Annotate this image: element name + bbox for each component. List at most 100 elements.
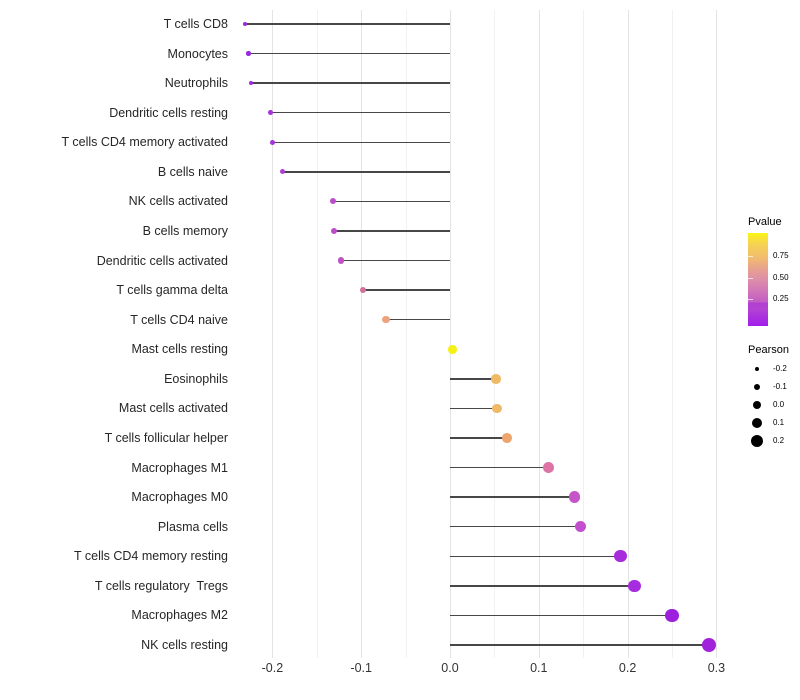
lollipop-dot [268,110,273,116]
pvalue-colorbar-tick [748,255,753,257]
lollipop-dot [329,198,336,205]
y-axis-label: T cells CD4 memory resting [74,549,228,564]
pearson-legend-dot [753,383,761,391]
lollipop-dot [628,579,641,593]
gridline-minor [672,10,673,658]
lollipop-stem [450,496,575,498]
lollipop-dot [491,374,501,384]
y-axis-labels: T cells CD8 Monocytes Neutrophils Dendritic… [0,0,229,700]
pvalue-colorbar [748,233,768,326]
x-axis-tick-label: -0.1 [350,661,372,675]
x-axis-tick-label: 0.0 [441,661,459,675]
lollipop-dot [330,227,337,235]
y-axis-label: Macrophages M2 [131,608,228,623]
y-axis-label: B cells naive [157,164,228,179]
gridline-major [538,10,540,658]
y-axis-label: B cells memory [142,223,228,238]
y-axis-label: Eosinophils [164,371,228,386]
lollipop-stem [340,259,450,262]
y-axis-label: NK cells resting [141,637,228,652]
lollipop-stem [450,555,621,557]
lollipop-dot [248,80,254,86]
lollipop-dot [246,51,251,56]
gridline-minor [494,10,496,658]
y-axis-label: Dendritic cells resting [109,105,228,120]
pvalue-legend-title: Pvalue [748,216,782,228]
lollipop-dot [337,257,344,264]
x-axis-tick-label: -0.2 [261,661,284,675]
pearson-legend-label: 0.1 [773,418,785,427]
x-axis-tick-label: 0.2 [618,661,637,675]
gridline-major [361,10,363,658]
x-axis-tick-label: 0.1 [530,661,548,675]
lollipop-stem [272,141,450,143]
lollipop-dot [543,462,554,473]
y-axis-label: Mast cells resting [131,342,228,357]
y-axis-label: T cells gamma delta [116,283,228,298]
lollipop-stem [450,525,581,528]
lollipop-dot [574,520,587,533]
lollipop-stem [386,319,450,321]
lollipop-dot [382,316,390,324]
pearson-legend-dot [752,400,762,410]
lollipop-stem [362,289,450,291]
lollipop-stem [450,407,498,410]
gridline-minor [405,10,407,658]
pearson-legend-dot [750,434,764,448]
pearson-legend-title: Pearson [748,344,789,356]
gridline-minor [316,10,318,658]
y-axis-label: Macrophages M0 [131,490,228,505]
lollipop-stem [248,52,450,55]
gridline-major [272,10,274,658]
lollipop-stem [450,378,497,380]
lollipop-dot [665,608,679,623]
y-axis-label: T cells CD4 memory activated [61,135,229,150]
y-axis-label: T cells CD8 [163,17,228,31]
lollipop-dot [492,403,502,414]
pearson-legend-label: -0.1 [773,382,787,391]
pvalue-colorbar-tick [748,299,753,301]
lollipop-dot [359,286,367,294]
plot-panel [232,10,738,658]
pvalue-colorbar-label: 0.25 [773,294,789,304]
lollipop-stem [282,171,450,173]
lollipop-stem [450,466,549,469]
x-axis-labels: -0.2 -0.1 0.0 0.1 0.2 0.3 [0,661,800,679]
pearson-legend-label: 0.2 [773,436,785,445]
lollipop-dot [279,169,285,175]
pvalue-colorbar-tick [748,277,753,279]
lollipop-stem [450,614,672,617]
y-axis-label: Neutrophils [164,76,228,91]
pvalue-colorbar-label: 0.75 [773,250,789,260]
gridline-major [450,10,451,658]
y-axis-label: Macrophages M1 [131,460,228,475]
y-axis-label: Mast cells activated [118,401,228,416]
y-axis-label: Plasma cells [157,519,228,534]
lollipop-dot [501,433,512,443]
lollipop-stem [450,585,635,587]
lollipop-dot [448,344,457,354]
lollipop-dot [242,21,247,27]
y-axis-label: Monocytes [167,46,228,61]
pearson-legend-label: 0.0 [773,400,785,409]
lollipop-stem [244,23,450,25]
y-axis-label: T cells CD4 naive [130,312,228,327]
y-axis-label: Dendritic cells activated [96,253,228,268]
y-axis-label: NK cells activated [128,194,228,209]
gridline-minor [583,10,585,658]
pearson-legend-dot [751,417,763,429]
lollipop-stem [332,200,450,203]
y-axis-label: T cells follicular helper [104,430,228,445]
gridline-major [716,10,718,658]
lollipop-dot [270,139,275,145]
lollipop-stem [333,230,450,232]
lollipop-stem [450,437,507,439]
lollipop-dot [614,550,627,563]
lollipop-stem [251,82,450,84]
lollipop-dot [702,637,717,653]
lollipop-stem [270,112,450,114]
lollipop-dot [568,491,580,503]
pvalue-colorbar-label: 0.50 [773,272,789,282]
gridline-major [627,10,629,658]
pearson-legend-dot [754,366,760,372]
